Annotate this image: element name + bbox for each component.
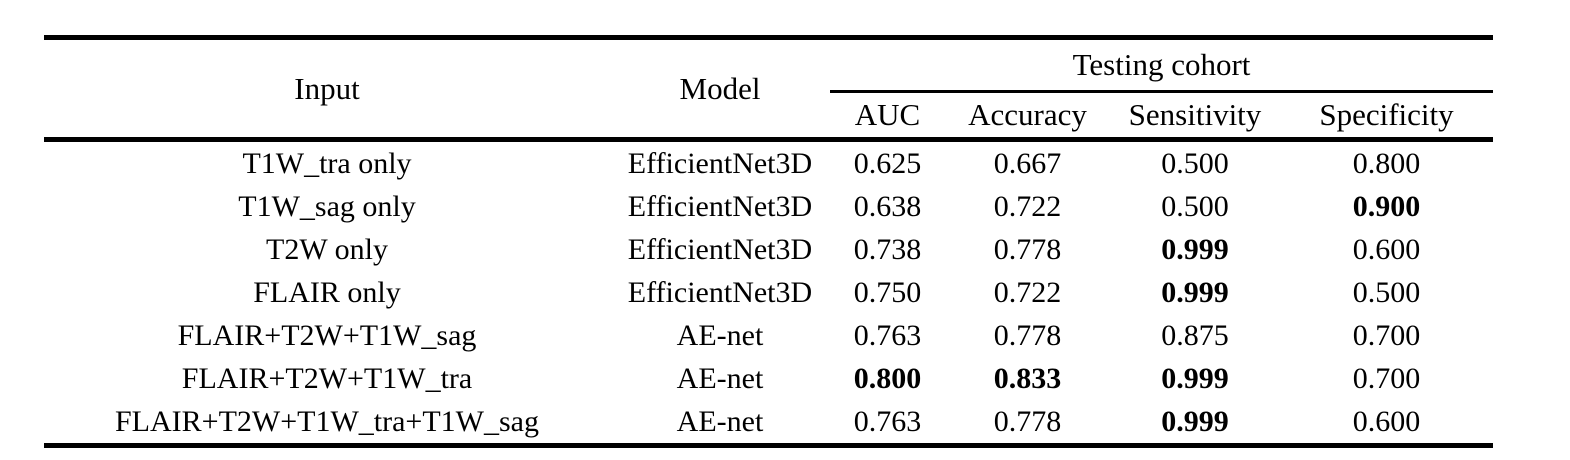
header-row-group: Input Model Testing cohort — [44, 37, 1494, 142]
col-header-specificity: Specificity — [1280, 91, 1494, 142]
table-row: FLAIR+T2W+T1W_tra AE-net 0.800 0.833 0.999 0.… — [44, 357, 1493, 400]
cell-specificity: 0.700 — [1352, 318, 1421, 352]
cell-sensitivity: 0.999 — [1161, 232, 1229, 266]
table-row: T1W_tra only EfficientNet3D 0.625 0.667 0.50… — [44, 140, 1493, 186]
cell-specificity: 0.600 — [1352, 232, 1421, 266]
cell-specificity: 0.600 — [1352, 404, 1421, 438]
cell-accuracy: 0.778 — [993, 318, 1062, 352]
cell-sensitivity: 0.999 — [1161, 361, 1229, 395]
col-header-sensitivity: Sensitivity — [1110, 91, 1280, 142]
cell-accuracy: 0.778 — [993, 404, 1062, 438]
col-header-auc: AUC — [830, 91, 945, 142]
cell-specificity: 0.500 — [1352, 275, 1421, 309]
table-row: T2W only EfficientNet3D 0.738 0.778 0.999 0.6… — [44, 228, 1493, 271]
cell-specificity: 0.900 — [1352, 189, 1421, 223]
cell-model: AE-net — [676, 361, 764, 395]
cell-auc: 0.625 — [853, 146, 922, 180]
cell-accuracy: 0.722 — [993, 189, 1062, 223]
col-header-model: Model — [610, 37, 830, 142]
cell-auc: 0.800 — [853, 361, 922, 395]
header-row-metrics: AUC Accuracy Sensitivity Specificity — [44, 91, 1494, 142]
table-body: T1W_tra only EfficientNet3D 0.625 0.667 0.50… — [44, 140, 1493, 446]
col-group-testing-cohort: Testing cohort — [830, 37, 1494, 93]
cell-auc: 0.750 — [853, 275, 922, 309]
cell-sensitivity: 0.500 — [1161, 189, 1229, 223]
cell-model: EfficientNet3D — [627, 146, 813, 180]
cell-model: AE-net — [676, 318, 764, 352]
cell-input: FLAIR only — [253, 275, 401, 309]
cell-accuracy: 0.778 — [993, 232, 1062, 266]
table-header: Input Model Testing cohort AUC Accuracy Se… — [44, 37, 1494, 142]
cell-model: EfficientNet3D — [627, 275, 813, 309]
cell-accuracy: 0.833 — [993, 361, 1062, 395]
cell-input: T1W_tra only — [242, 146, 412, 180]
cell-specificity: 0.800 — [1352, 146, 1421, 180]
cell-accuracy: 0.667 — [993, 146, 1062, 180]
table-row: FLAIR+T2W+T1W_tra+T1W_sag AE-net 0.763 0.77… — [44, 400, 1493, 446]
cell-model: EfficientNet3D — [627, 232, 813, 266]
cell-input: T2W only — [266, 232, 388, 266]
col-header-accuracy: Accuracy — [945, 91, 1110, 142]
cell-accuracy: 0.722 — [993, 275, 1062, 309]
cell-sensitivity: 0.875 — [1161, 318, 1229, 352]
cell-auc: 0.738 — [853, 232, 922, 266]
cell-auc: 0.763 — [853, 318, 922, 352]
table-row: FLAIR+T2W+T1W_sag AE-net 0.763 0.778 0.875 0.… — [44, 314, 1493, 357]
cell-sensitivity: 0.500 — [1161, 146, 1229, 180]
cell-specificity: 0.700 — [1352, 361, 1421, 395]
cell-input: FLAIR+T2W+T1W_tra — [181, 361, 473, 395]
cell-model: EfficientNet3D — [627, 189, 813, 223]
cell-input: FLAIR+T2W+T1W_tra+T1W_sag — [115, 404, 539, 438]
table-row: FLAIR only EfficientNet3D 0.750 0.722 0.999 0… — [44, 271, 1493, 314]
cell-input: FLAIR+T2W+T1W_sag — [177, 318, 477, 352]
table-row: T1W_sag only EfficientNet3D 0.638 0.722 0.50… — [44, 185, 1493, 228]
cell-sensitivity: 0.999 — [1161, 404, 1229, 438]
cell-auc: 0.763 — [853, 404, 922, 438]
cell-sensitivity: 0.999 — [1161, 275, 1229, 309]
col-header-input: Input — [44, 37, 610, 142]
cell-auc: 0.638 — [853, 189, 922, 223]
cell-model: AE-net — [676, 404, 764, 438]
cell-input: T1W_sag only — [238, 189, 416, 223]
results-table: Input Model Testing cohort AUC Accuracy Se… — [44, 35, 1494, 448]
